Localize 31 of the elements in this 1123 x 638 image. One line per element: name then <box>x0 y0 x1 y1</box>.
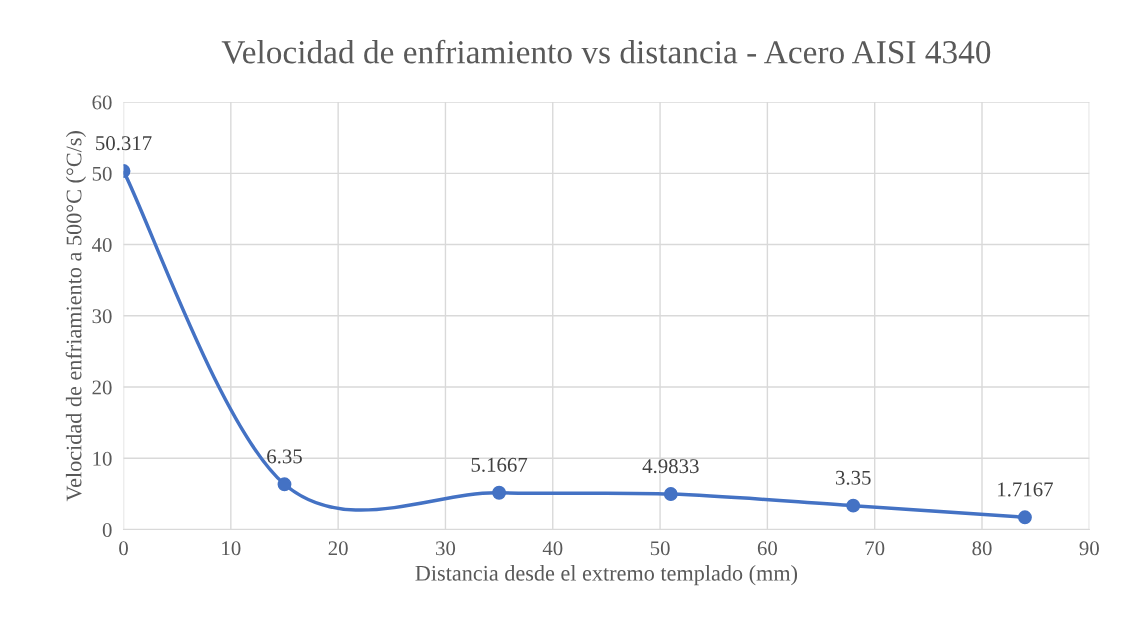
point <box>663 487 678 501</box>
x-tick-label: 0 <box>119 541 128 556</box>
point <box>846 498 861 513</box>
x-tick-label: 10 <box>222 541 241 556</box>
y-tick-label: 10 <box>93 451 112 466</box>
data-label: 3.35 <box>836 470 871 485</box>
x-tick-label: 80 <box>972 541 992 556</box>
y-axis-title: Velocidad de enfriamiento a 500°C (°C/s) <box>65 131 87 502</box>
x-tick-label: 30 <box>436 541 456 556</box>
y-tick-label: 60 <box>92 95 112 110</box>
y-tick-label: 0 <box>102 522 112 537</box>
point <box>277 477 292 492</box>
y-tick-label: 20 <box>92 380 112 395</box>
point <box>492 485 507 500</box>
x-tick-label: 40 <box>542 541 563 556</box>
y-tick-label: 40 <box>91 237 112 252</box>
chart-title: Velocidad de enfriamiento vs distancia - Acero AISI 4340 <box>221 39 991 64</box>
data-label: 6.35 <box>267 449 302 464</box>
x-axis-title: Distancia desde el extremo templado (mm) <box>415 565 798 586</box>
x-tick-label: 70 <box>865 541 885 556</box>
y-tick-label: 50 <box>92 166 112 181</box>
x-tick-label: 90 <box>1079 541 1099 556</box>
data-label: 4.9833 <box>642 459 699 474</box>
data-label: 50.317 <box>96 136 152 151</box>
point <box>1017 510 1032 525</box>
data-label: 5.1667 <box>471 457 528 472</box>
x-tick-label: 60 <box>757 541 778 556</box>
data-label: 1.7167 <box>998 482 1053 497</box>
y-tick-label: 30 <box>92 309 112 324</box>
x-tick-label: 50 <box>650 541 670 556</box>
x-tick-label: 20 <box>328 541 348 556</box>
